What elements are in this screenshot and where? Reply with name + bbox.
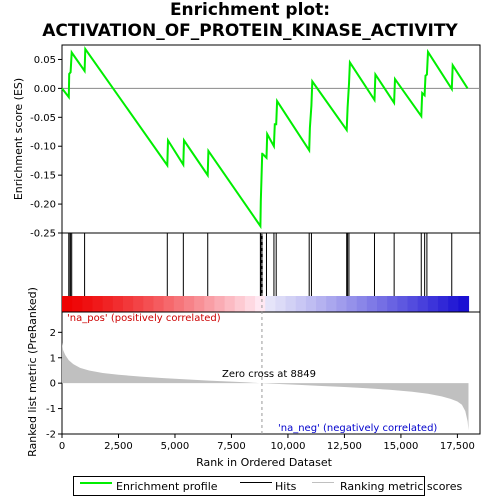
heat-bar-segment [275,296,287,312]
heat-bar-segment [72,296,83,312]
heat-bar-segment [377,296,388,312]
heat-bar-segment [112,296,124,312]
ranking-metric-area [62,342,469,431]
es-ylabel: Enrichment score (ES) [12,78,25,200]
heat-bar-segment [214,296,226,312]
heat-bar-segment [316,296,327,312]
heat-bar-segment [295,296,307,312]
heat-bar-segment [82,296,94,312]
legend-enrichment-label: Enrichment profile [116,480,218,493]
heat-bar-segment [366,296,378,312]
heat-bar-segment [387,296,398,312]
heat-bar-segment [346,296,358,312]
x-tick-label: 5,000 [161,441,190,452]
neg-correlated-label: 'na_neg' (negatively correlated) [278,423,437,434]
chart-title: Enrichment plot: ACTIVATION_OF_PROTEIN_K… [0,0,500,42]
rank-heat-bar [62,296,470,312]
es-ytick-label: -0.25 [30,229,56,240]
heat-bar-segment [244,296,256,312]
title-line-2: ACTIVATION_OF_PROTEIN_KINASE_ACTIVITY [42,21,458,41]
es-ytick-label: 0.00 [34,84,56,95]
title-line-1: Enrichment plot: [169,0,331,20]
x-tick-label: 12,500 [327,441,362,452]
heat-bar-segment [417,296,429,312]
rank-ytick-label: 0 [50,379,56,390]
heat-bar-segment [255,296,266,312]
rank-ytick-label: 2 [50,328,56,339]
hits-panel [61,232,481,313]
heat-bar-segment [204,296,216,312]
rank-panel: -2 -1 0 1 2 'na_pos' (positively correlated)… [26,233,481,457]
legend-hits-swatch [240,482,272,483]
es-ytick-label: -0.15 [30,171,56,182]
x-tick-label: 10,000 [270,441,305,452]
legend-metric-label: Ranking metric scores [340,480,463,493]
heat-bar-segment [143,296,155,312]
legend: Enrichment profile Hits Ranking metric s… [73,476,462,496]
es-ytick-label: -0.10 [30,142,56,153]
heat-bar-segment [407,296,419,312]
rank-ytick-label: -2 [46,430,56,441]
heat-bar-segment [153,296,165,312]
heat-bar-segment [265,296,277,312]
rank-plot-frame [61,311,481,435]
heat-bar-segment [437,296,449,312]
heat-bar-segment [92,296,104,312]
heat-bar-segment [194,296,205,312]
x-tick-label: 15,000 [383,441,418,452]
pos-correlated-label: 'na_pos' (positively correlated) [67,313,221,324]
heat-bar-segment [397,296,409,312]
heat-bar-segment [173,296,185,312]
legend-hits-label: Hits [275,480,297,493]
heat-bar-segment [448,296,459,312]
heat-bar-segment [224,296,236,312]
rank-ylabel: Ranked list metric (PreRanked) [26,287,39,457]
heat-bar-segment [163,296,175,312]
heat-bar-segment [62,296,73,312]
es-y-ticks: -0.25 -0.20 -0.15 -0.10 -0.05 0.00 0.05 [30,55,62,240]
hit-lines [68,233,453,296]
x-axis-label: Rank in Ordered Dataset [196,456,333,469]
x-tick-label: 17,500 [440,441,475,452]
rank-ytick-label: -1 [46,404,56,415]
heat-bar-segment [336,296,348,312]
zero-cross-label: Zero cross at 8849 [222,369,316,380]
heat-bar-segment [427,296,439,312]
legend-metric-swatch [312,482,334,483]
es-ytick-label: -0.05 [30,113,56,124]
heat-bar-segment [458,296,470,312]
heat-bar-segment [133,296,144,312]
es-ytick-label: -0.20 [30,200,56,211]
heat-bar-segment [183,296,195,312]
rank-y-ticks: -2 -1 0 1 2 [46,328,62,441]
heat-bar-segment [285,296,297,312]
x-tick-label: 0 [59,441,65,452]
heat-bar-segment [356,296,368,312]
es-ytick-label: 0.05 [34,55,56,66]
legend-enrichment-swatch [80,482,112,484]
heat-bar-segment [326,296,337,312]
rank-ytick-label: 1 [50,353,56,364]
es-panel: -0.25 -0.20 -0.15 -0.10 -0.05 0.00 0.05 Enrich… [12,44,481,240]
x-tick-label: 2,500 [104,441,133,452]
heat-bar-segment [305,296,317,312]
heat-bar-segment [234,296,246,312]
x-ticks: 0 2,500 5,000 7,500 10,000 12,500 15,000 17,500 [59,434,475,452]
x-tick-label: 7,500 [217,441,246,452]
heat-bar-segment [102,296,114,312]
heat-bar-segment [122,296,134,312]
enrichment-profile-line [61,45,469,230]
